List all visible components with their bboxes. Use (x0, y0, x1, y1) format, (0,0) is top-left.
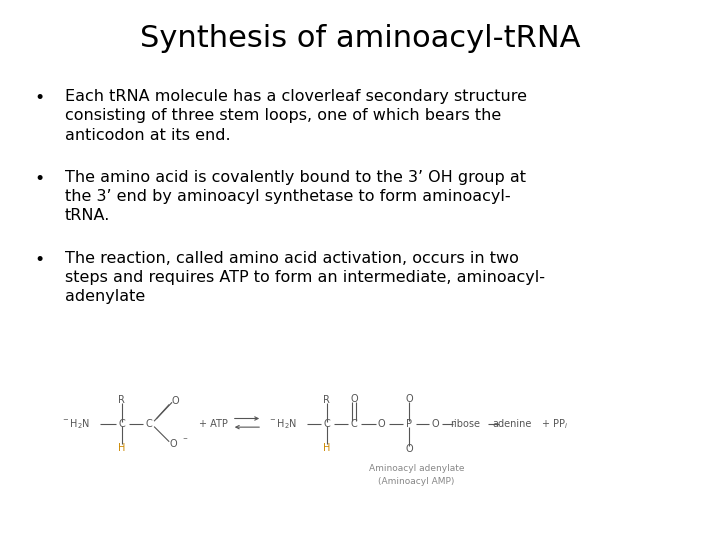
Text: The reaction, called amino acid activation, occurs in two
steps and requires ATP: The reaction, called amino acid activati… (65, 251, 545, 305)
Text: O: O (171, 396, 179, 406)
Text: $^-$: $^-$ (181, 435, 189, 443)
Text: Synthesis of aminoacyl-tRNA: Synthesis of aminoacyl-tRNA (140, 24, 580, 53)
Text: + ATP: + ATP (199, 419, 228, 429)
Text: $^-$H$_2$N: $^-$H$_2$N (61, 417, 91, 431)
Text: Each tRNA molecule has a cloverleaf secondary structure
consisting of three stem: Each tRNA molecule has a cloverleaf seco… (65, 89, 527, 143)
Text: ribose: ribose (450, 419, 480, 429)
Text: •: • (35, 251, 45, 269)
Text: H: H (118, 443, 125, 453)
Text: C: C (118, 419, 125, 429)
Text: + PP$_i$: + PP$_i$ (541, 417, 567, 431)
Text: P: P (406, 419, 412, 429)
Text: The amino acid is covalently bound to the 3’ OH group at
the 3’ end by aminoacyl: The amino acid is covalently bound to th… (65, 170, 526, 224)
Text: C: C (145, 419, 153, 429)
Text: O: O (351, 394, 358, 403)
Text: Aminoacyl adenylate
(Aminoacyl AMP): Aminoacyl adenylate (Aminoacyl AMP) (369, 464, 464, 486)
Text: O: O (378, 419, 385, 429)
Text: adenine: adenine (492, 419, 531, 429)
Text: O: O (405, 444, 413, 454)
Text: R: R (118, 395, 125, 405)
Text: •: • (35, 170, 45, 188)
Text: C: C (351, 419, 358, 429)
Text: O: O (170, 440, 177, 449)
Text: •: • (35, 89, 45, 107)
Text: R: R (323, 395, 330, 405)
Text: O: O (405, 394, 413, 403)
Text: O: O (431, 419, 438, 429)
Text: C: C (323, 419, 330, 429)
Text: $^-$H$_2$N: $^-$H$_2$N (268, 417, 297, 431)
Text: H: H (323, 443, 330, 453)
